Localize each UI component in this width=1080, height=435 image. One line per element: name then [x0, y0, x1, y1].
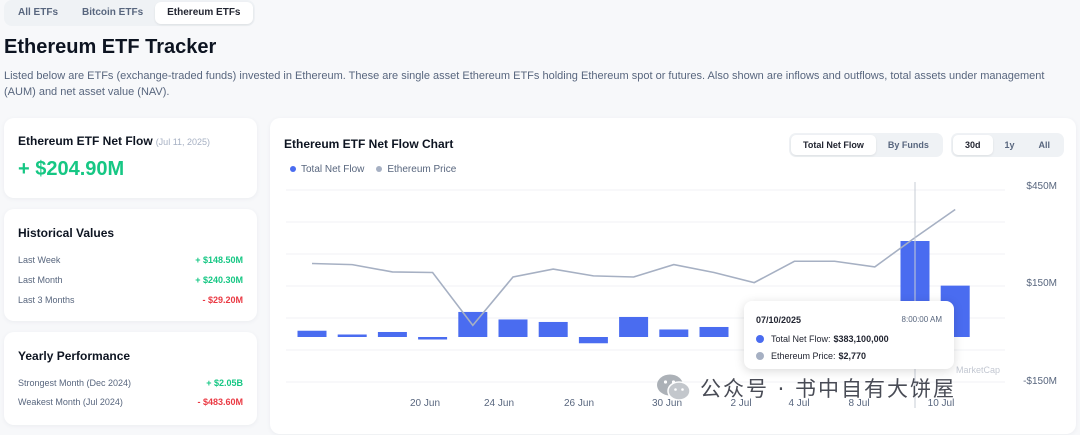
net-flow-card: Ethereum ETF Net Flow (Jul 11, 2025) + $2… — [4, 118, 257, 198]
historical-row-label: Last 3 Months — [18, 295, 75, 305]
flow-bar[interactable] — [699, 326, 729, 337]
by-funds-button[interactable]: By Funds — [887, 140, 929, 150]
historical-row-label: Last Week — [18, 255, 61, 265]
flow-bar[interactable] — [377, 331, 407, 337]
flow-bar[interactable] — [619, 316, 649, 337]
range-toggle: 30d 1y All — [951, 133, 1065, 157]
y-tick-label: $450M — [1026, 181, 1057, 192]
tooltip-price-dot-icon — [756, 352, 764, 360]
yearly-row-value: - $483.60M — [197, 397, 243, 407]
legend-dot-icon — [290, 166, 296, 173]
wechat-overlay: 公众号 · 书中自有大饼屋 — [656, 373, 956, 403]
chart-legend: Total Net Flow Ethereum Price — [290, 164, 456, 175]
page-title: Ethereum ETF Tracker — [4, 36, 217, 58]
tooltip-flow-row: Total Net Flow: $383,100,000 — [756, 334, 889, 344]
price-line[interactable] — [311, 208, 956, 327]
tooltip-price-value: $2,770 — [838, 351, 867, 361]
tooltip-price-label: Ethereum Price: — [771, 351, 836, 361]
range-30d-button[interactable]: 30d — [953, 135, 993, 155]
flow-bar[interactable] — [297, 330, 327, 337]
net-flow-date: (Jul 11, 2025) — [155, 137, 211, 147]
page-description: Listed below are ETFs (exchange-traded f… — [4, 70, 1045, 98]
historical-row-value: + $240.30M — [195, 275, 243, 285]
view-toggle: Total Net Flow By Funds — [789, 133, 943, 157]
legend-total-net-flow[interactable]: Total Net Flow — [290, 164, 364, 175]
tab-bitcoin-etfs[interactable]: Bitcoin ETFs — [82, 7, 144, 18]
y-tick-label: -$150M — [1023, 376, 1057, 387]
x-tick-label: 10 Jul — [928, 398, 955, 409]
wechat-logo-icon — [657, 374, 691, 401]
yearly-performance-title: Yearly Performance — [18, 349, 131, 363]
flow-bar[interactable] — [498, 319, 528, 337]
x-tick-label: 24 Jun — [484, 398, 514, 409]
x-tick-label: 8 Jul — [848, 398, 869, 409]
historical-values-title: Historical Values — [18, 226, 115, 240]
range-all-button[interactable]: All — [1038, 140, 1051, 150]
tooltip-time: 8:00:00 AM — [901, 315, 942, 324]
historical-row-last-3-months: Last 3 Months - $29.20M — [18, 295, 243, 305]
wechat-overlay-text: 公众号 · 书中自有大饼屋 — [700, 377, 957, 401]
legend-ethereum-price[interactable]: Ethereum Price — [376, 164, 456, 175]
legend-label: Total Net Flow — [301, 164, 365, 175]
flow-bar[interactable] — [418, 337, 448, 340]
chart-tooltip: 07/10/2025 8:00:00 AM Total Net Flow: $3… — [744, 301, 954, 369]
yearly-row-label: Strongest Month (Dec 2024) — [18, 378, 132, 388]
historical-row-value: - $29.20M — [202, 295, 243, 305]
range-1y-button[interactable]: 1y — [1004, 140, 1015, 150]
historical-row-last-week: Last Week + $148.50M — [18, 255, 243, 265]
yearly-row-weakest: Weakest Month (Jul 2024) - $483.60M — [18, 397, 243, 407]
tooltip-date: 07/10/2025 — [756, 315, 802, 325]
total-net-flow-button[interactable]: Total Net Flow — [791, 135, 876, 155]
yearly-row-label: Weakest Month (Jul 2024) — [18, 397, 123, 407]
historical-row-label: Last Month — [18, 275, 63, 285]
flow-bar[interactable] — [337, 334, 367, 337]
tooltip-flow-dot-icon — [756, 335, 764, 343]
legend-dot-icon — [376, 166, 383, 173]
historical-row-value: + $148.50M — [195, 255, 243, 265]
flow-bar[interactable] — [538, 321, 568, 337]
historical-values-card: Historical Values Last Week + $148.50M L… — [4, 209, 257, 321]
x-tick-label: 20 Jun — [410, 398, 440, 409]
x-tick-label: 26 Jun — [564, 398, 594, 409]
yearly-row-strongest: Strongest Month (Dec 2024) + $2.05B — [18, 378, 243, 388]
tab-ethereum-etfs[interactable]: Ethereum ETFs — [155, 2, 253, 24]
tab-all-etfs[interactable]: All ETFs — [18, 7, 59, 18]
chart-title: Ethereum ETF Net Flow Chart — [284, 137, 454, 151]
tooltip-price-row: Ethereum Price: $2,770 — [756, 351, 866, 361]
net-flow-card-title: Ethereum ETF Net Flow (Jul 11, 2025) — [18, 134, 210, 148]
x-tick-label: 30 Jun — [652, 398, 682, 409]
yearly-performance-card: Yearly Performance Strongest Month (Dec … — [4, 332, 257, 425]
etf-tabs: All ETFs Bitcoin ETFs Ethereum ETFs — [4, 0, 255, 26]
y-tick-label: $150M — [1026, 278, 1057, 289]
tooltip-flow-label: Total Net Flow: — [771, 334, 831, 344]
tooltip-flow-value: $383,100,000 — [833, 334, 889, 344]
x-tick-label: 2 Jul — [730, 398, 751, 409]
yearly-row-value: + $2.05B — [206, 378, 243, 388]
legend-label: Ethereum Price — [387, 164, 457, 175]
net-flow-value: + $204.90M — [18, 158, 125, 180]
net-flow-title-text: Ethereum ETF Net Flow — [18, 134, 153, 148]
watermark: MarketCap — [956, 365, 1001, 375]
flow-bar[interactable] — [578, 337, 608, 344]
historical-row-last-month: Last Month + $240.30M — [18, 275, 243, 285]
flow-bar[interactable] — [659, 329, 689, 337]
x-tick-label: 4 Jul — [788, 398, 809, 409]
